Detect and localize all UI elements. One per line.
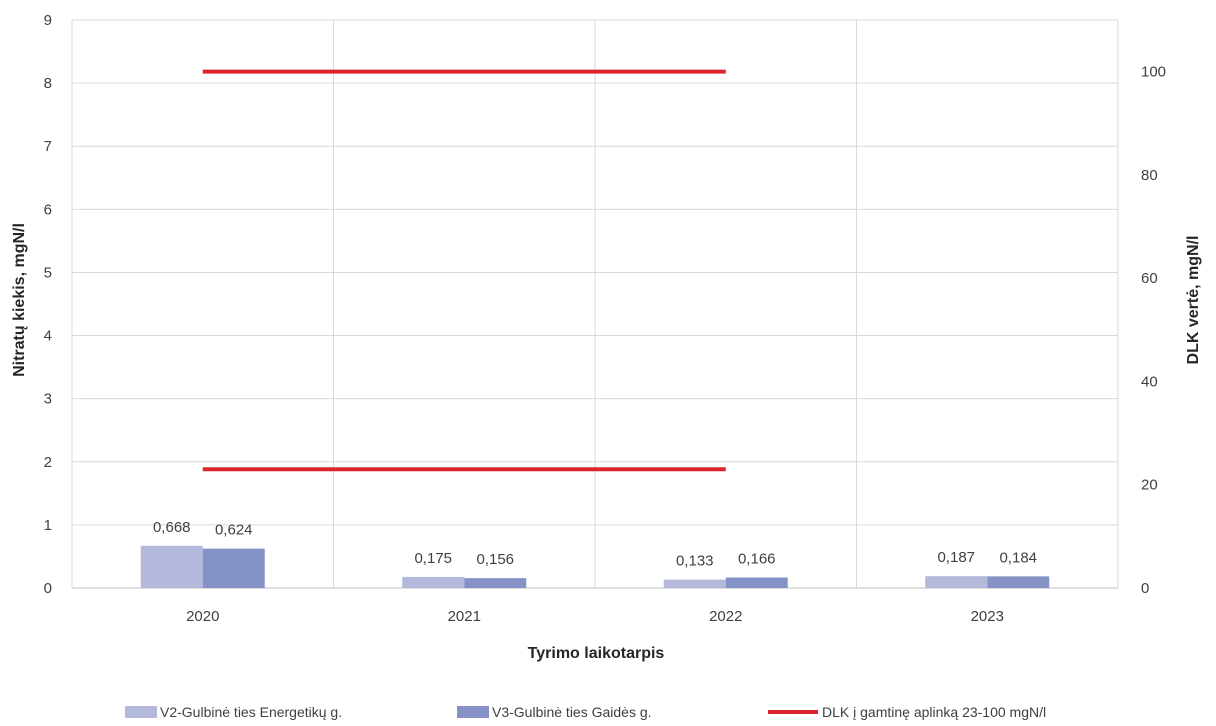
y-tick-label: 0 [44, 580, 52, 597]
legend-label-v2: V2-Gulbinė ties Energetikų g. [160, 704, 342, 720]
data-label: 0,184 [999, 549, 1037, 566]
y-tick-label: 7 [44, 138, 52, 155]
legend-label-dlk: DLK į gamtinę aplinką 23-100 mgN/l [822, 704, 1046, 720]
x-tick-label: 2021 [448, 608, 481, 625]
x-axis-title: Tyrimo laikotarpis [528, 645, 665, 662]
y2-tick-label: 20 [1141, 477, 1158, 494]
data-label: 0,133 [676, 553, 714, 570]
y-tick-label: 6 [44, 201, 52, 218]
data-label: 0,166 [738, 551, 776, 568]
x-axis: 2020 2021 2022 2023 [186, 608, 1004, 625]
legend-swatch-v3 [457, 706, 489, 718]
bar [725, 577, 788, 588]
bar [402, 576, 465, 588]
y-tick-label: 4 [44, 328, 52, 345]
y2-axis-title: DLK vertė, mgN/l [1185, 236, 1202, 365]
y-tick-label: 8 [44, 75, 52, 92]
bar [464, 578, 527, 588]
data-label: 0,668 [153, 519, 191, 536]
data-label: 0,624 [215, 522, 253, 539]
legend-label-v3: V3-Gulbinė ties Gaidės g. [492, 704, 652, 720]
y-tick-label: 9 [44, 12, 52, 29]
bar [140, 545, 203, 588]
y2-tick-label: 80 [1141, 167, 1158, 184]
data-label: 0,187 [937, 549, 975, 566]
y-axis-title: Nitratų kiekis, mgN/l [11, 223, 28, 377]
legend-swatch-v2 [125, 706, 157, 718]
bars [140, 545, 1050, 588]
y-tick-label: 3 [44, 391, 52, 408]
y2-tick-label: 0 [1141, 580, 1149, 597]
x-tick-label: 2020 [186, 608, 219, 625]
y-tick-label: 1 [44, 517, 52, 534]
legend: V2-Gulbinė ties Energetikų g. V3-Gulbinė… [125, 704, 1046, 720]
y-tick-label: 5 [44, 264, 52, 281]
y2-tick-label: 100 [1141, 64, 1166, 81]
data-label: 0,156 [476, 551, 514, 568]
bar [925, 576, 988, 588]
data-label: 0,175 [414, 550, 452, 567]
bar [202, 548, 265, 588]
x-tick-label: 2022 [709, 608, 742, 625]
data-labels: 0,668 0,175 0,133 0,187 0,624 0,156 0,166 0,184 [153, 519, 1037, 570]
y-tick-label: 2 [44, 454, 52, 471]
y-axis-right: 0 20 40 60 80 100 [1141, 64, 1166, 597]
y2-tick-label: 40 [1141, 373, 1158, 390]
bar [987, 576, 1050, 588]
bar [663, 579, 726, 588]
y-axis-left: 0 1 2 3 4 5 6 7 8 9 [44, 12, 52, 597]
gridlines [71, 19, 1119, 589]
x-tick-label: 2023 [971, 608, 1004, 625]
limit-lines [202, 69, 726, 472]
y2-tick-label: 60 [1141, 270, 1158, 287]
